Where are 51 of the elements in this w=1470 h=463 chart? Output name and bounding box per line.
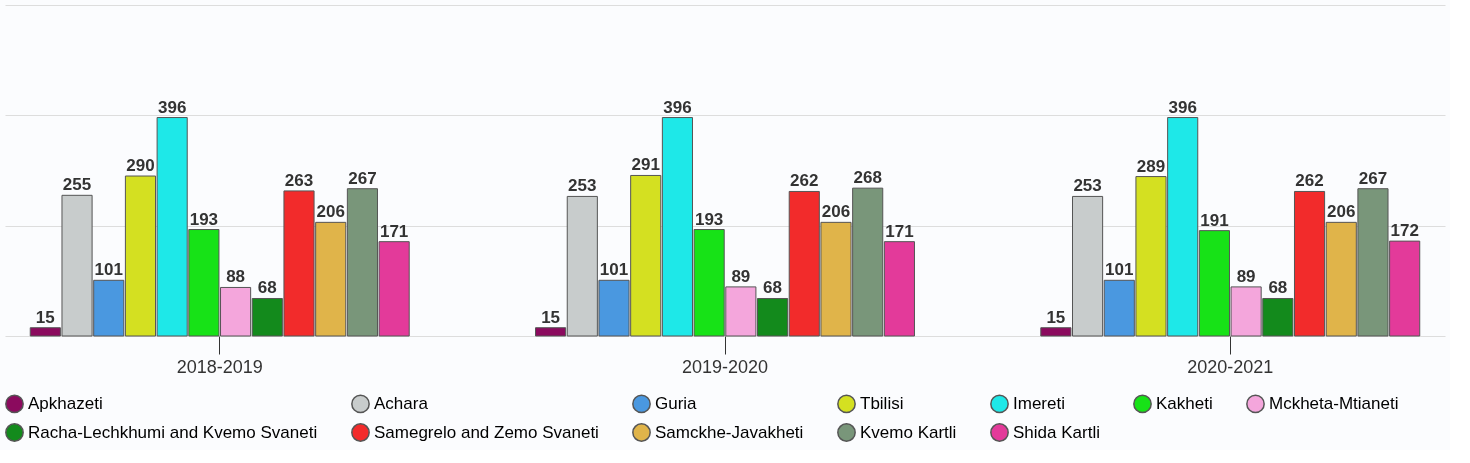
data-label: 267 [348, 168, 377, 188]
legend-label: Achara [374, 393, 429, 413]
legend-label: Mckheta-Mtianeti [1269, 393, 1399, 413]
data-label: 15 [541, 307, 561, 327]
data-label: 206 [821, 202, 851, 222]
data-label: 263 [284, 170, 314, 190]
data-label: 193 [694, 209, 724, 229]
legend-label: Samckhe-Javakheti [655, 422, 804, 442]
data-label: 172 [1390, 221, 1419, 241]
legend-label: Kakheti [1156, 393, 1213, 413]
x-tick-label: 2019-2020 [681, 356, 769, 377]
data-label: 268 [853, 168, 882, 188]
x-tick-label: 2018-2019 [176, 356, 263, 377]
data-label: 289 [1136, 156, 1166, 176]
legend-label: Imereti [1013, 393, 1065, 413]
data-label: 191 [1200, 210, 1229, 230]
legend-label: Tbilisi [860, 393, 904, 413]
legend-label: Apkhazeti [28, 393, 103, 413]
data-label: 267 [1358, 168, 1388, 188]
data-label: 89 [731, 266, 751, 286]
data-label: 101 [1105, 260, 1134, 280]
data-label: 68 [763, 278, 783, 298]
data-label: 396 [157, 97, 187, 117]
legend-label: Samegrelo and Zemo Svaneti [374, 422, 599, 442]
data-label: 193 [189, 209, 219, 229]
data-label: 206 [316, 202, 345, 222]
data-label: 262 [1295, 171, 1324, 191]
data-label: 206 [1327, 202, 1356, 222]
data-label: 171 [379, 221, 409, 241]
data-label: 253 [568, 176, 597, 196]
data-label: 89 [1236, 266, 1256, 286]
data-label: 396 [1168, 97, 1197, 117]
data-label: 68 [1268, 278, 1288, 298]
data-label: 88 [226, 267, 246, 287]
data-label: 68 [257, 278, 277, 298]
data-label: 396 [663, 97, 692, 117]
data-label: 291 [631, 155, 660, 175]
data-label: 253 [1073, 176, 1102, 196]
data-label: 101 [599, 260, 629, 280]
legend-label: Kvemo Kartli [860, 422, 957, 442]
data-label: 255 [62, 175, 92, 195]
legend-label: Guria [655, 393, 698, 413]
data-label: 262 [790, 171, 819, 191]
data-label: 15 [1046, 307, 1066, 327]
data-label: 290 [126, 156, 155, 176]
data-label: 171 [885, 221, 914, 241]
legend-label: Shida Kartli [1013, 422, 1100, 442]
x-tick-label: 2020-2021 [1187, 356, 1274, 377]
data-label: 101 [94, 260, 123, 280]
data-label: 15 [35, 307, 55, 327]
legend-label: Racha-Lechkhumi and Kvemo Svaneti [28, 422, 318, 442]
